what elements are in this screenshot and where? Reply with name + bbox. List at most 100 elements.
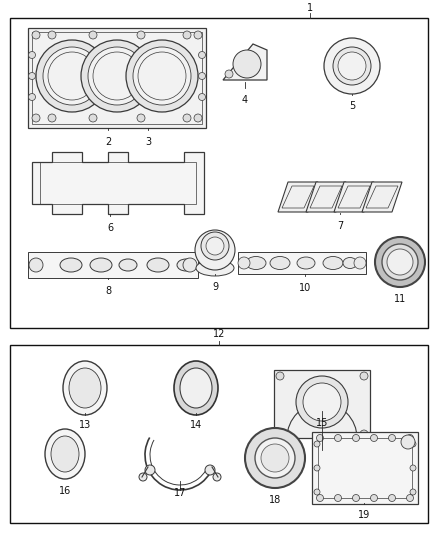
Circle shape bbox=[32, 114, 40, 122]
Ellipse shape bbox=[196, 260, 234, 276]
Circle shape bbox=[360, 372, 368, 380]
Polygon shape bbox=[32, 152, 204, 214]
Circle shape bbox=[126, 40, 198, 112]
Circle shape bbox=[198, 93, 205, 101]
Ellipse shape bbox=[246, 256, 266, 270]
Circle shape bbox=[389, 434, 396, 441]
Ellipse shape bbox=[177, 259, 195, 271]
Polygon shape bbox=[306, 182, 346, 212]
Circle shape bbox=[276, 430, 284, 438]
Bar bbox=[274, 370, 370, 438]
Ellipse shape bbox=[270, 256, 290, 270]
Circle shape bbox=[48, 114, 56, 122]
Circle shape bbox=[314, 441, 320, 447]
Text: 9: 9 bbox=[212, 282, 218, 292]
Circle shape bbox=[410, 465, 416, 471]
Circle shape bbox=[360, 430, 368, 438]
Text: 14: 14 bbox=[190, 420, 202, 430]
Ellipse shape bbox=[69, 368, 101, 408]
Circle shape bbox=[89, 31, 97, 39]
Circle shape bbox=[137, 114, 145, 122]
Ellipse shape bbox=[119, 259, 137, 271]
Circle shape bbox=[183, 31, 191, 39]
Circle shape bbox=[213, 473, 221, 481]
Circle shape bbox=[317, 495, 324, 502]
Ellipse shape bbox=[90, 258, 112, 272]
Ellipse shape bbox=[60, 258, 82, 272]
Circle shape bbox=[389, 495, 396, 502]
Text: 7: 7 bbox=[337, 221, 343, 231]
Text: 1: 1 bbox=[307, 3, 313, 13]
Ellipse shape bbox=[296, 376, 348, 428]
Ellipse shape bbox=[303, 383, 341, 421]
Circle shape bbox=[354, 257, 366, 269]
Circle shape bbox=[401, 435, 415, 449]
Circle shape bbox=[201, 232, 229, 260]
Polygon shape bbox=[278, 182, 318, 212]
Text: 13: 13 bbox=[79, 420, 91, 430]
Circle shape bbox=[255, 438, 295, 478]
Circle shape bbox=[194, 31, 202, 39]
Ellipse shape bbox=[323, 256, 343, 270]
Text: 18: 18 bbox=[269, 495, 281, 505]
Circle shape bbox=[198, 72, 205, 79]
Bar bbox=[28, 28, 206, 128]
Circle shape bbox=[205, 465, 215, 475]
Bar bbox=[10, 18, 428, 328]
Circle shape bbox=[317, 434, 324, 441]
Text: 2: 2 bbox=[105, 137, 111, 147]
Circle shape bbox=[28, 93, 35, 101]
Circle shape bbox=[29, 258, 43, 272]
Circle shape bbox=[353, 434, 360, 441]
Bar bbox=[312, 432, 418, 504]
Circle shape bbox=[406, 434, 413, 441]
Text: 11: 11 bbox=[394, 294, 406, 304]
Circle shape bbox=[89, 114, 97, 122]
Circle shape bbox=[28, 72, 35, 79]
Circle shape bbox=[198, 52, 205, 59]
Text: 5: 5 bbox=[349, 101, 355, 111]
Circle shape bbox=[88, 47, 146, 105]
Circle shape bbox=[375, 237, 425, 287]
Text: 10: 10 bbox=[299, 283, 311, 293]
Text: 3: 3 bbox=[145, 137, 151, 147]
Text: 16: 16 bbox=[59, 486, 71, 496]
Circle shape bbox=[28, 52, 35, 59]
Ellipse shape bbox=[63, 361, 107, 415]
Circle shape bbox=[238, 257, 250, 269]
Circle shape bbox=[36, 40, 108, 112]
Circle shape bbox=[139, 473, 147, 481]
Text: 12: 12 bbox=[213, 329, 225, 339]
Circle shape bbox=[145, 465, 155, 475]
Circle shape bbox=[261, 444, 289, 472]
Circle shape bbox=[324, 38, 380, 94]
Circle shape bbox=[338, 52, 366, 80]
Circle shape bbox=[382, 244, 418, 280]
Circle shape bbox=[353, 495, 360, 502]
Text: 17: 17 bbox=[174, 488, 186, 498]
Circle shape bbox=[195, 230, 235, 270]
Ellipse shape bbox=[297, 257, 315, 269]
Bar bbox=[32, 32, 202, 124]
Ellipse shape bbox=[147, 258, 169, 272]
Circle shape bbox=[225, 70, 233, 78]
Circle shape bbox=[387, 249, 413, 275]
Circle shape bbox=[194, 114, 202, 122]
Bar bbox=[40, 162, 196, 204]
Circle shape bbox=[314, 489, 320, 495]
Circle shape bbox=[233, 50, 261, 78]
Circle shape bbox=[335, 434, 342, 441]
Bar bbox=[238, 252, 366, 274]
Bar bbox=[10, 345, 428, 523]
Circle shape bbox=[314, 465, 320, 471]
Circle shape bbox=[32, 31, 40, 39]
Text: 4: 4 bbox=[242, 95, 248, 105]
Text: 19: 19 bbox=[358, 510, 370, 520]
Circle shape bbox=[333, 47, 371, 85]
Circle shape bbox=[183, 258, 197, 272]
Circle shape bbox=[406, 495, 413, 502]
Ellipse shape bbox=[51, 436, 79, 472]
Ellipse shape bbox=[343, 257, 357, 269]
Circle shape bbox=[137, 31, 145, 39]
Bar bbox=[318, 438, 412, 498]
